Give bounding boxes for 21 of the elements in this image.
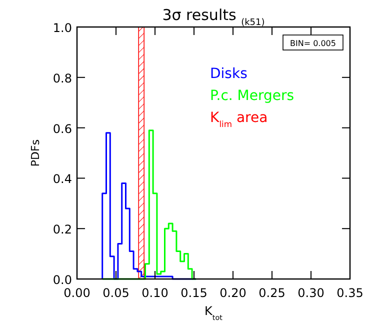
y-tick-label: 1.0 <box>52 21 72 35</box>
x-tick-label: 0.35 <box>336 286 364 300</box>
band-label: K$_{lim}$ area <box>210 110 268 129</box>
x-tick-label: 0.30 <box>298 286 324 300</box>
annotation: BIN= 0.005 <box>290 39 336 48</box>
y-tick-label: 0.6 <box>52 122 72 136</box>
y-tick-label: 0.4 <box>52 172 72 186</box>
text: Disks <box>210 66 248 82</box>
y-tick-label: 0.8 <box>52 71 72 86</box>
x-tick-label: 0.20 <box>220 286 246 300</box>
x-tick-label: 0.05 <box>102 286 130 300</box>
y-tick-label: 0.0 <box>52 273 72 287</box>
y-tick-label: 0.2 <box>52 222 72 237</box>
x-tick-label: 0.15 <box>180 286 208 300</box>
x-axis-title: K$_{tot}$ <box>204 304 223 322</box>
x-tick-label: 0.25 <box>258 286 286 300</box>
x-tick-label: 0.00 <box>64 286 90 300</box>
y-axis-title: PDFs <box>29 139 42 167</box>
chart-title: 3σ results $_{(k51)}$ <box>162 6 265 28</box>
text: P.c. Mergers <box>210 88 294 104</box>
x-tick-label: 0.10 <box>142 286 168 300</box>
